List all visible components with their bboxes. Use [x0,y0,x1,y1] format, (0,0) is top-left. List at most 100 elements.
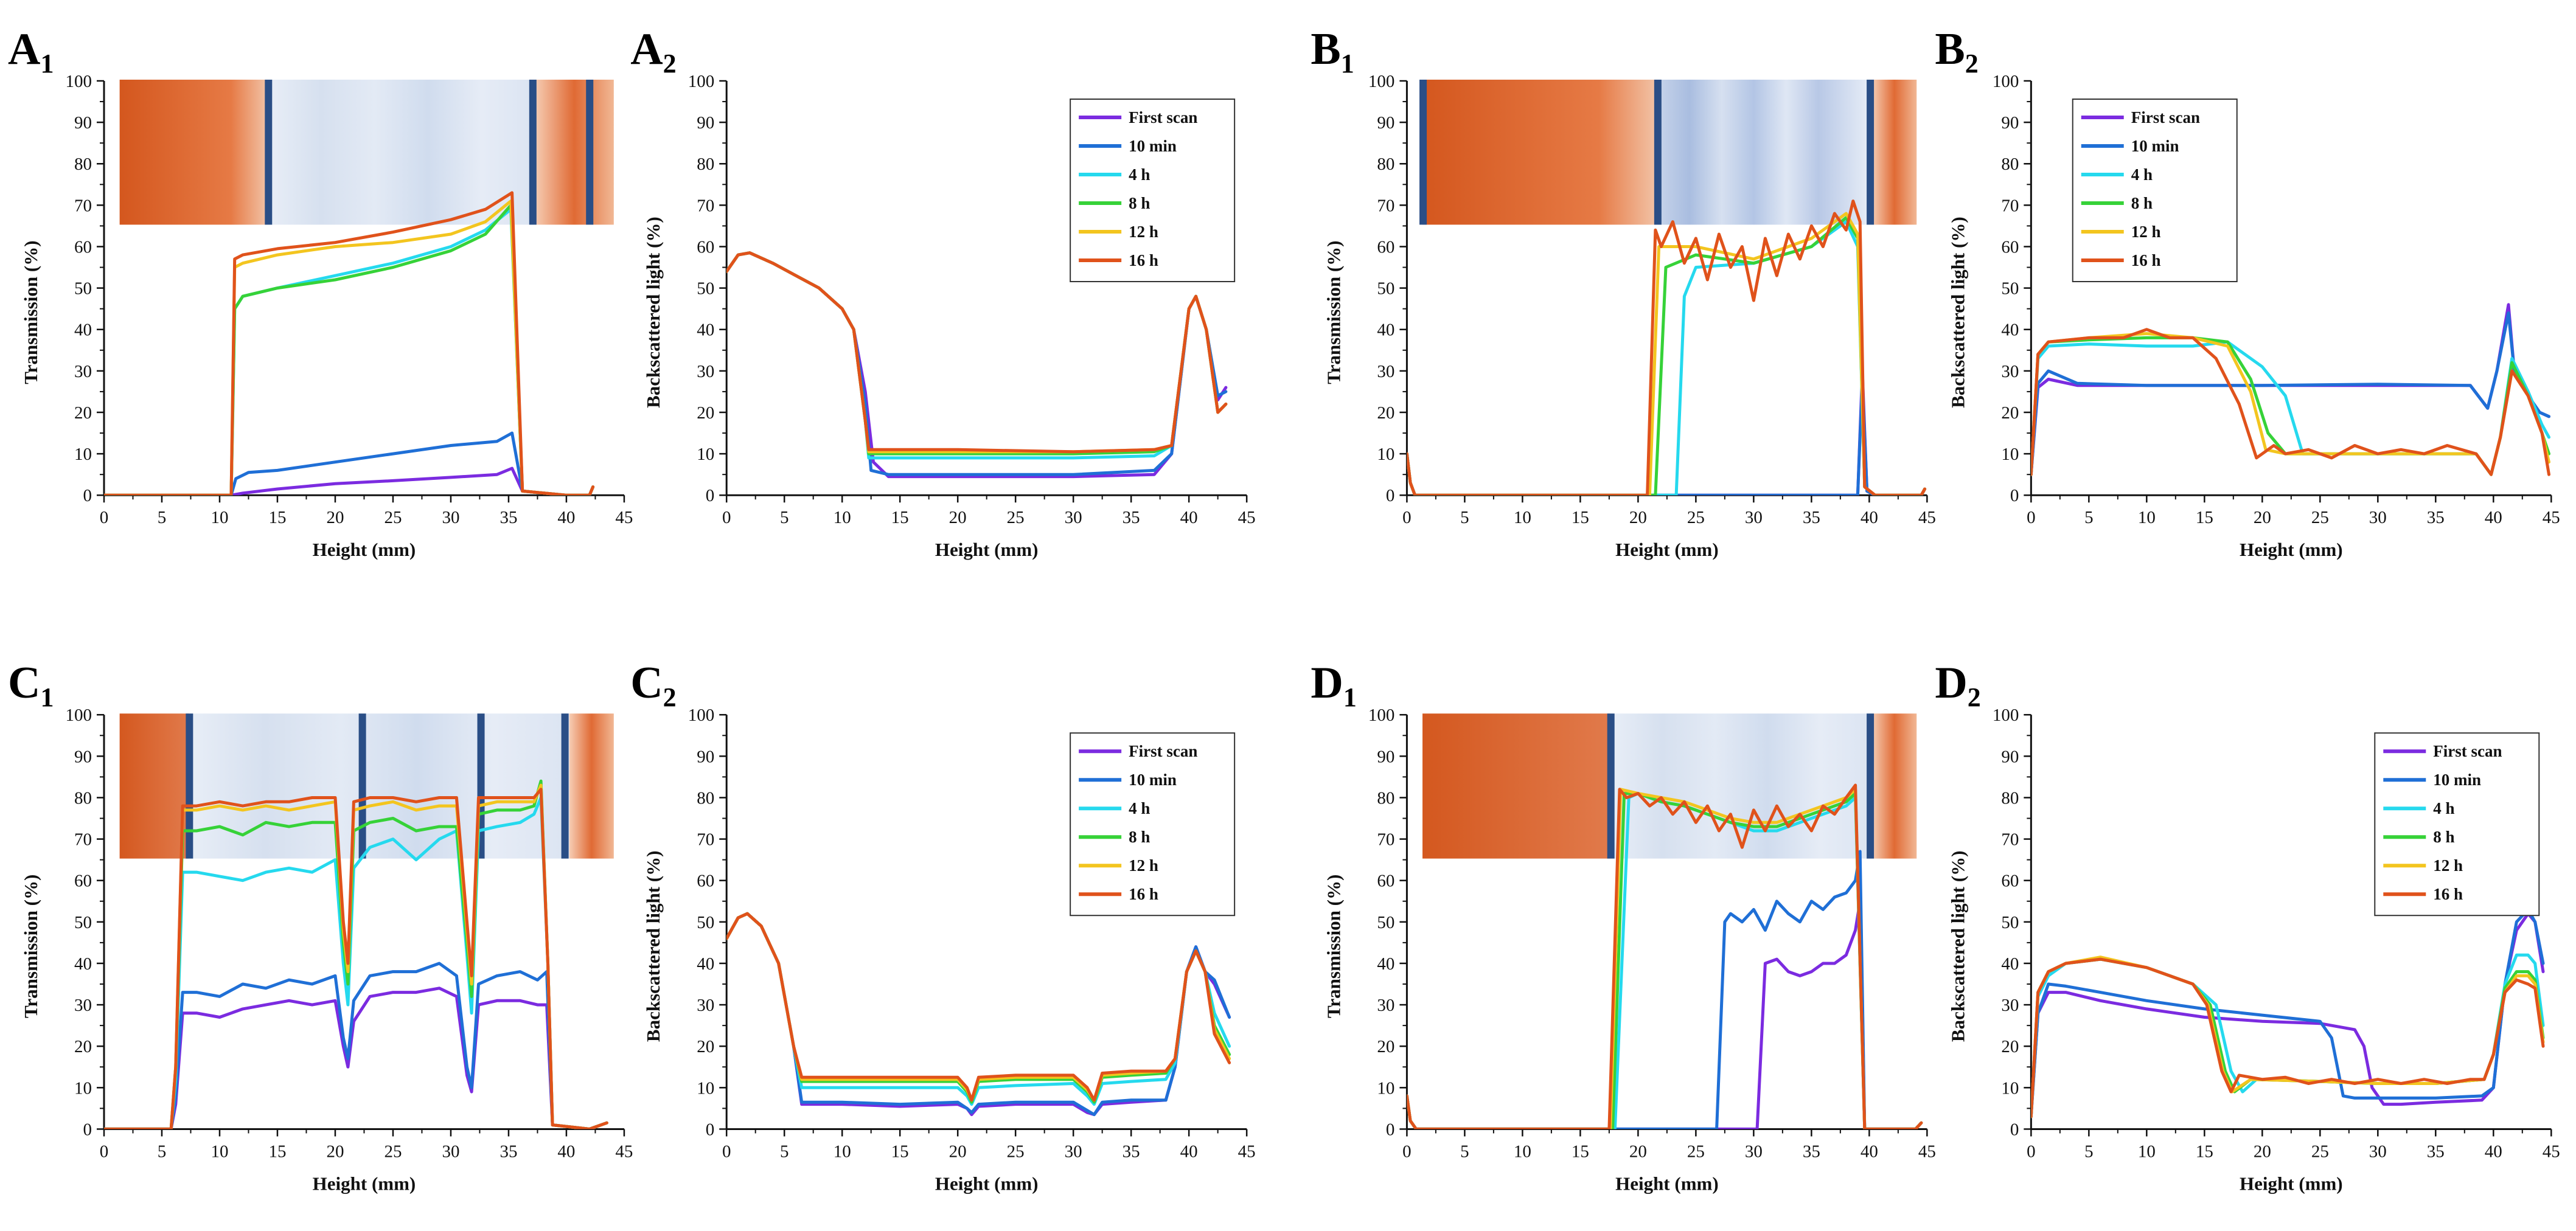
y-axis-label: Backscattered light (%) [642,851,664,1042]
legend-entry: 4 h [2433,799,2454,817]
series-group [726,251,1228,479]
x-tick-label: 40 [557,1142,575,1161]
x-tick-label: 45 [1238,508,1256,527]
x-tick-label: 30 [1745,1142,1763,1161]
panel-label: C2 [630,658,676,712]
legend-entry: 10 min [1129,771,1177,789]
series-group [1407,783,1923,1129]
photo-segment [119,79,268,225]
x-tick-label: 35 [2427,1142,2445,1161]
y-tick-label: 30 [697,996,714,1015]
x-tick-label: 25 [1687,508,1705,527]
x-tick-label: 15 [891,508,909,527]
y-tick-label: 20 [697,403,714,423]
x-tick-label: 30 [442,1142,459,1161]
x-tick-label: 35 [1123,508,1140,527]
y-tick-label: 80 [2001,154,2019,174]
y-tick-label: 80 [697,154,714,174]
legend-box [1070,98,1236,282]
y-tick-label: 80 [1377,154,1394,174]
y-tick-label: 100 [1368,706,1395,725]
x-tick-label: 25 [2311,508,2329,527]
panel-label: A2 [630,24,676,78]
x-axis-label: Height (mm) [935,539,1039,560]
y-tick-label: 40 [2001,954,2019,974]
panel-a1: A10 5 10 15 20 25 30 35 40 4501020304050607080901… [8,24,633,560]
panel-letter: B [1935,24,1965,74]
y-axis-label: Transmission (%) [20,240,41,384]
photo-segment [1657,79,1873,225]
x-tick-label: 40 [1861,508,1878,527]
panel-subscript: 2 [663,49,677,78]
panel-letter: D [1311,658,1343,708]
x-tick-label: 10 [211,508,228,527]
x-tick-label: 45 [1918,508,1936,527]
legend-entry: 16 h [1129,251,1158,269]
photo-segment [1872,713,1917,859]
y-tick-label: 100 [65,706,92,725]
y-tick-label: 0 [83,486,92,505]
legend-entry: 8 h [2433,828,2454,846]
photo-segment [569,713,614,859]
x-tick-label: 0 [722,1142,731,1161]
y-tick-label: 0 [2010,1120,2019,1139]
series-line-4-h [2031,953,2545,1118]
series-line-12-h [103,783,608,1129]
y-tick-label: 60 [1377,237,1394,257]
photo-segment [189,713,569,859]
legend: First scan 10 min 4 h 8 h 12 h 16 h [1070,732,1236,917]
series-line-4-h [726,251,1228,460]
photo-segment [268,79,535,225]
x-tick-label: 20 [2254,1142,2271,1161]
legend-entry: 16 h [2433,885,2463,903]
panel-b2: B20 5 10 15 20 25 30 35 40 4501020304050607080901… [1935,24,2560,560]
series-line-first-scan [2031,303,2550,476]
meniscus-band [1867,713,1875,859]
y-tick-label: 20 [1377,403,1394,423]
x-tick-label: 35 [1803,508,1820,527]
x-tick-label: 20 [326,508,344,527]
panel-subscript: 2 [663,682,677,712]
panel-d2: D20 5 10 15 20 25 30 35 40 4501020304050607080901… [1935,658,2560,1194]
meniscus-band [1867,79,1875,225]
series-line-16-h [2031,328,2550,476]
x-tick-label: 30 [2369,508,2387,527]
meniscus-band [358,713,366,859]
x-tick-label: 10 [211,1142,228,1161]
x-tick-label: 10 [2138,508,2156,527]
y-tick-label: 100 [1993,706,2019,725]
y-tick-label: 40 [74,321,92,340]
y-tick-label: 40 [697,321,714,340]
series-group [726,912,1231,1117]
x-tick-label: 5 [2084,508,2094,527]
x-tick-label: 25 [1687,1142,1705,1161]
x-tick-label: 25 [384,508,402,527]
x-tick-label: 10 [2138,1142,2156,1161]
panel-subscript: 2 [1965,49,1979,78]
panel-c2: C20 5 10 15 20 25 30 35 40 4501020304050607080901… [630,658,1255,1194]
x-tick-label: 10 [834,508,851,527]
y-tick-label: 50 [697,279,714,299]
y-tick-label: 100 [688,72,715,91]
y-axis-label: Backscattered light (%) [1947,217,1968,408]
legend-entry: First scan [1129,742,1197,760]
y-tick-label: 100 [688,706,715,725]
series-line-8-h [726,251,1228,456]
series-line-16-h [726,912,1231,1102]
y-tick-label: 0 [1386,1120,1395,1139]
x-axis-label: Height (mm) [313,539,416,560]
panel-subscript: 2 [1968,682,1981,712]
panel-label: B2 [1935,24,1978,78]
y-tick-label: 0 [2010,486,2019,505]
series-group [103,191,595,496]
panel-label: A1 [8,24,54,78]
meniscus-band [265,79,273,225]
x-tick-label: 20 [1629,508,1647,527]
panel-label: D2 [1935,658,1980,712]
photo-segment [1872,79,1917,225]
x-tick-label: 20 [326,1142,344,1161]
x-tick-label: 5 [780,1142,789,1161]
y-tick-label: 80 [74,788,92,808]
y-tick-label: 10 [1377,1078,1394,1098]
y-tick-label: 50 [697,913,714,932]
